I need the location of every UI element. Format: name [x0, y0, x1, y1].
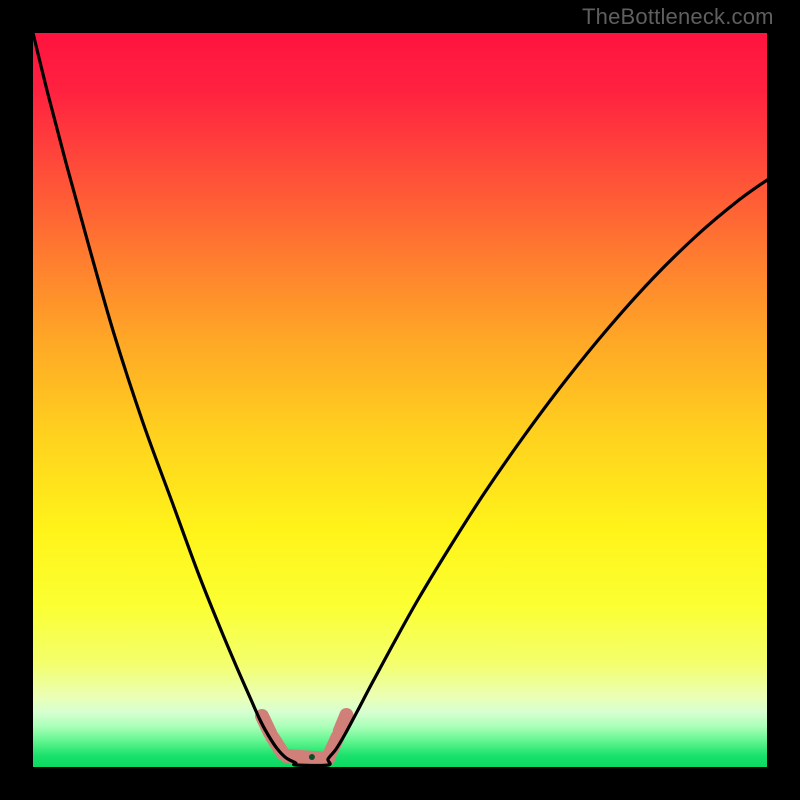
- bottleneck-curve: [33, 33, 767, 766]
- curve-layer: [33, 33, 767, 767]
- watermark-text: TheBottleneck.com: [582, 4, 774, 30]
- plot-area: [33, 33, 767, 767]
- minimum-dot: [309, 754, 315, 760]
- floor-marker-segment: [286, 756, 328, 759]
- floor-marker-segment: [340, 715, 347, 731]
